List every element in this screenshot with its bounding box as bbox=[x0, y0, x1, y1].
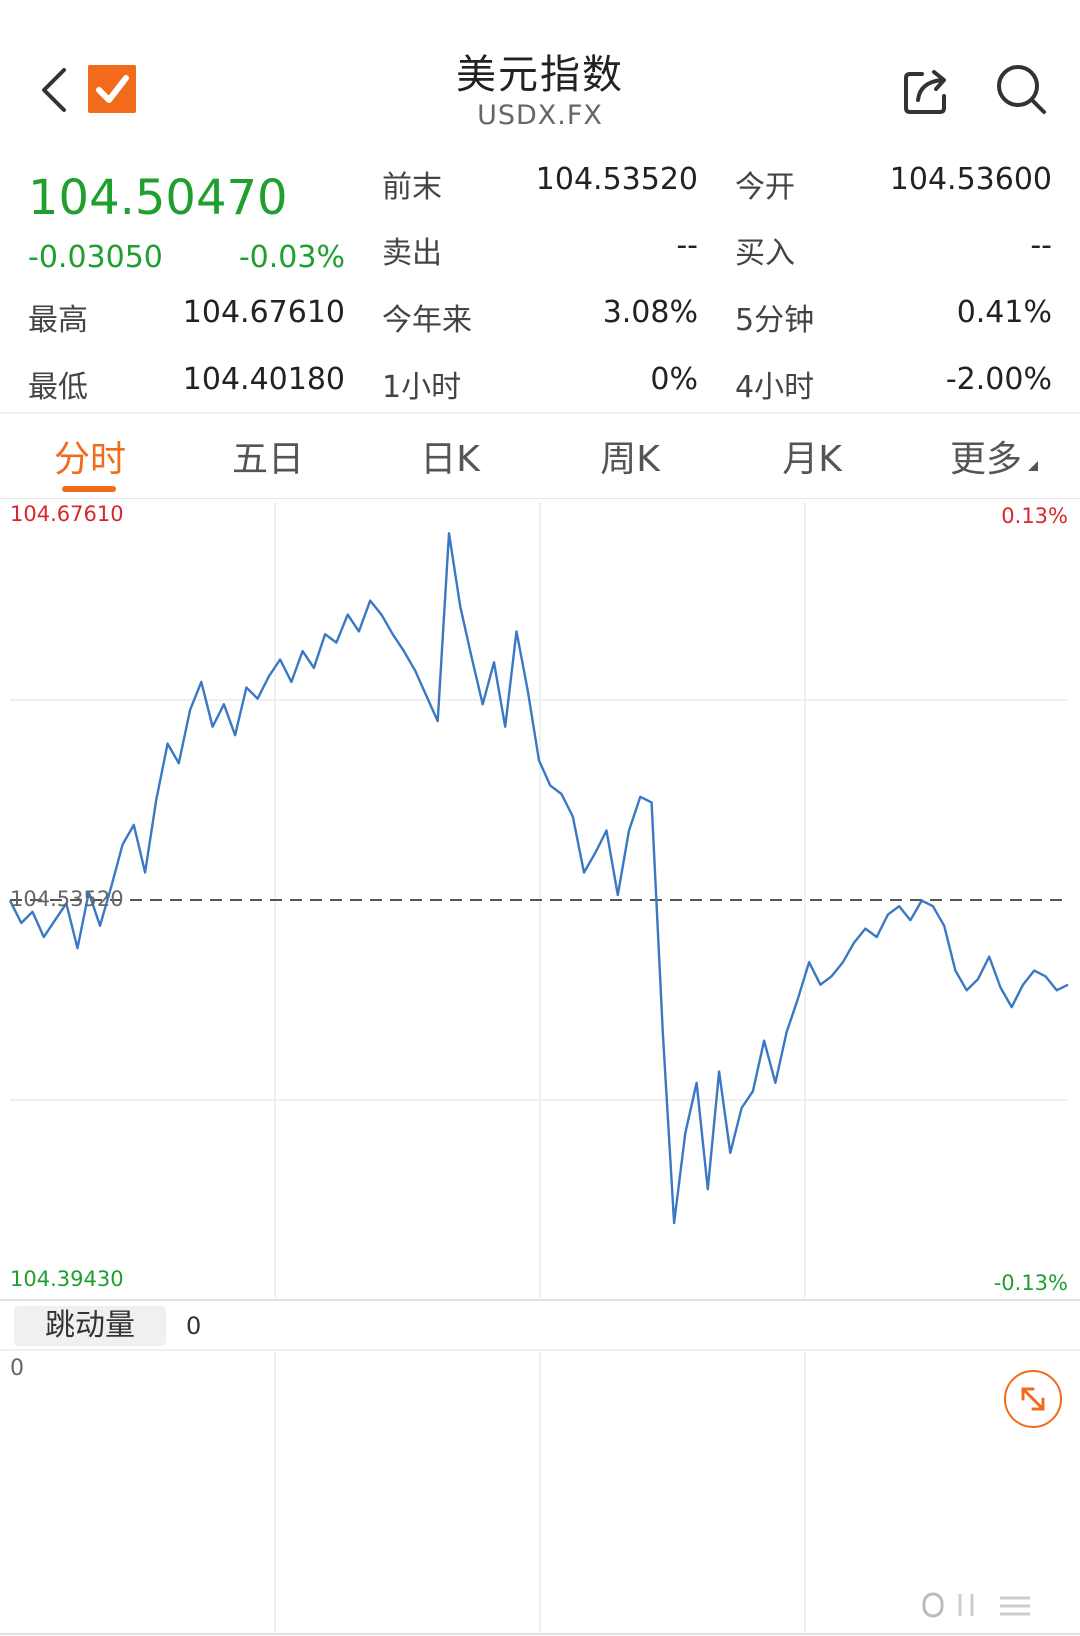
symbol-code: USDX.FX bbox=[477, 100, 603, 131]
favorite-checkbox[interactable] bbox=[88, 65, 136, 113]
share-icon bbox=[904, 70, 946, 114]
share-button[interactable] bbox=[900, 62, 956, 118]
search-icon bbox=[997, 65, 1046, 114]
search-button[interactable] bbox=[992, 60, 1052, 120]
price-change: -0.03050 bbox=[28, 240, 163, 275]
intraday-chart[interactable]: 104.67610 104.39430 104.53520 0.13% -0.1… bbox=[0, 500, 1080, 1636]
page-title: 美元指数 bbox=[456, 52, 624, 98]
reference-price-label: 104.53520 bbox=[10, 887, 124, 911]
pct-axis-bottom-label: -0.13% bbox=[994, 1271, 1068, 1295]
back-button[interactable] bbox=[28, 58, 84, 122]
y-axis-top-label: 104.67610 bbox=[10, 502, 124, 526]
hour1-label: 1小时 bbox=[382, 370, 462, 405]
hour4-value: -2.00% bbox=[945, 362, 1052, 397]
hour4-label: 4小时 bbox=[735, 370, 815, 405]
system-nav-icon bbox=[922, 1592, 1030, 1618]
prev-close-label: 前末 bbox=[382, 170, 442, 205]
sell-value: -- bbox=[676, 228, 698, 263]
price-change-percent: -0.03% bbox=[238, 240, 345, 275]
min5-value: 0.41% bbox=[956, 295, 1052, 330]
ytd-value: 3.08% bbox=[602, 295, 698, 330]
divider bbox=[0, 498, 1080, 499]
tab-weekly-k[interactable]: 周K bbox=[600, 439, 660, 480]
sell-label: 卖出 bbox=[382, 236, 442, 271]
tab-more[interactable]: 更多 bbox=[940, 430, 1048, 482]
check-icon bbox=[96, 75, 129, 103]
dropdown-triangle-icon bbox=[1028, 461, 1038, 471]
back-chevron-icon bbox=[42, 68, 66, 112]
prev-close-value: 104.53520 bbox=[535, 162, 698, 197]
ytd-label: 今年来 bbox=[382, 303, 472, 338]
tab-monthly-k[interactable]: 月K bbox=[782, 439, 842, 480]
buy-label: 买入 bbox=[735, 236, 795, 271]
low-value: 104.40180 bbox=[182, 362, 345, 397]
tab-more-label: 更多 bbox=[949, 439, 1022, 480]
tick-volume-tab[interactable]: 跳动量 bbox=[14, 1306, 166, 1346]
min5-label: 5分钟 bbox=[735, 303, 815, 338]
hour1-value: 0% bbox=[650, 362, 698, 397]
tab-intraday[interactable]: 分时 bbox=[53, 439, 126, 480]
chart-grid bbox=[0, 502, 1080, 1635]
tab-daily-k[interactable]: 日K bbox=[420, 439, 480, 480]
pct-axis-top-label: 0.13% bbox=[1001, 504, 1068, 528]
price-series-line bbox=[8, 532, 1069, 1225]
current-price: 104.50470 bbox=[28, 170, 288, 226]
volume-axis-zero: 0 bbox=[10, 1356, 24, 1381]
tab-five-day[interactable]: 五日 bbox=[231, 439, 304, 480]
expand-icon bbox=[1021, 1387, 1045, 1411]
high-label: 最高 bbox=[28, 303, 88, 338]
low-label: 最低 bbox=[28, 370, 88, 405]
tick-volume-value: 0 bbox=[186, 1312, 202, 1340]
fullscreen-button[interactable] bbox=[1004, 1370, 1062, 1428]
open-value: 104.53600 bbox=[889, 162, 1052, 197]
high-value: 104.67610 bbox=[182, 295, 345, 330]
divider bbox=[0, 412, 1080, 414]
active-tab-indicator bbox=[62, 486, 116, 492]
buy-value: -- bbox=[1030, 228, 1052, 263]
open-label: 今开 bbox=[735, 170, 795, 205]
y-axis-bottom-label: 104.39430 bbox=[10, 1267, 124, 1291]
